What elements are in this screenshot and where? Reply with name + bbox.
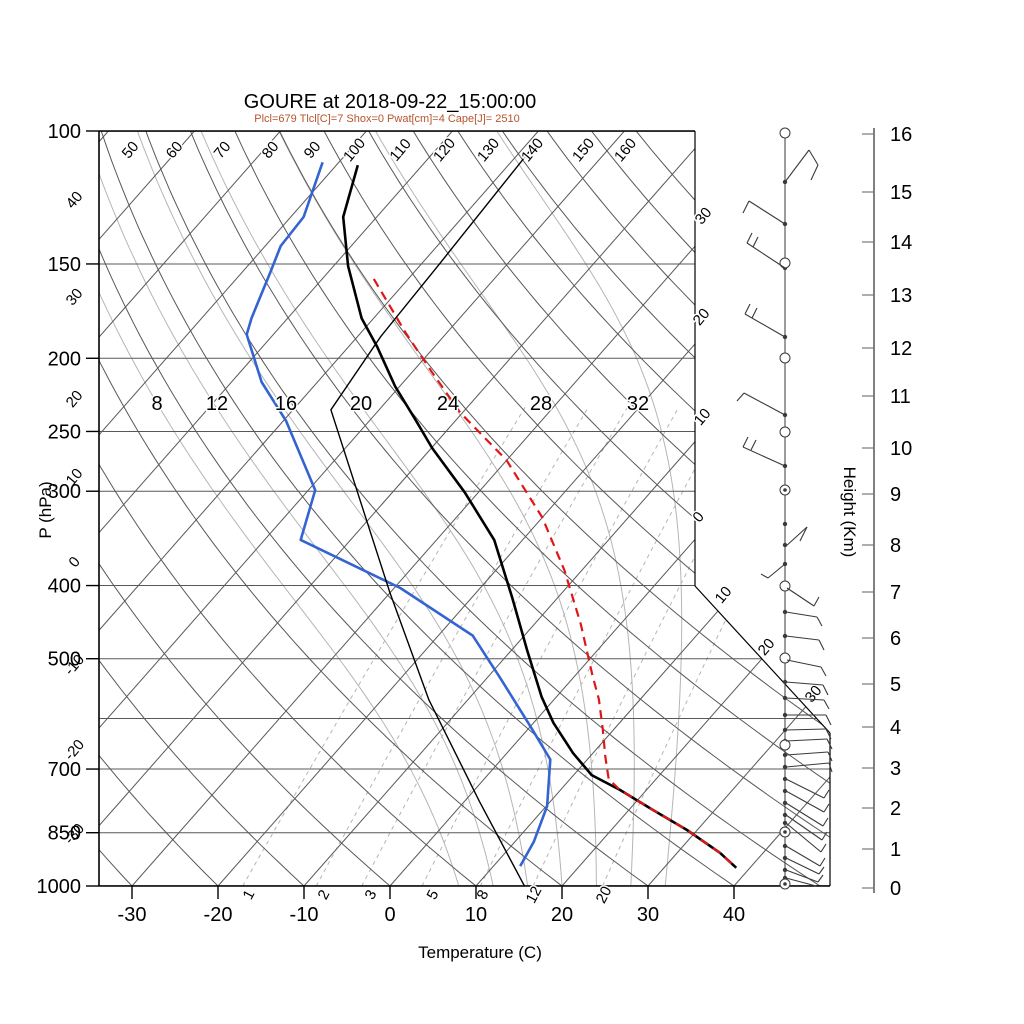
svg-text:2: 2 [890,798,901,820]
svg-text:1000: 1000 [37,876,82,898]
svg-text:60: 60 [163,138,187,162]
svg-text:40: 40 [63,188,87,212]
svg-text:110: 110 [386,135,414,164]
svg-text:20: 20 [63,387,87,411]
svg-text:24: 24 [437,393,459,415]
plot-area [99,131,830,886]
pressure-axis-title: P (hPa) [36,481,55,539]
svg-text:11: 11 [890,386,911,408]
svg-text:8: 8 [890,535,901,557]
svg-text:80: 80 [259,138,283,162]
svg-text:20: 20 [690,305,714,329]
mixing-ratio-labels: 1 2 3 5 8 12 20 [238,882,617,908]
moist-adiabat-labels: 8 12 16 20 24 28 32 [150,392,651,417]
svg-text:150: 150 [48,254,81,276]
svg-text:-30: -30 [118,904,147,926]
parcel-indices-text: Plcl=679 Tlcl[C]=7 Shox=0 Pwat[cm]=4 Cap… [254,113,520,125]
wind-barbs [736,149,833,887]
svg-text:30: 30 [637,904,659,926]
svg-text:14: 14 [890,232,912,254]
moist-adiabats [99,131,683,886]
svg-text:150: 150 [569,135,598,165]
svg-text:0: 0 [384,904,395,926]
svg-text:250: 250 [48,421,81,443]
svg-text:13: 13 [890,285,912,307]
svg-text:300: 300 [48,481,81,503]
svg-text:850: 850 [48,823,81,845]
svg-text:2: 2 [315,887,334,902]
svg-text:1: 1 [240,887,259,902]
svg-text:32: 32 [627,393,649,415]
temperature-axis: -30 -20 -10 0 10 20 30 40 [118,886,745,926]
parcel-curve [372,278,738,869]
svg-text:10: 10 [712,583,736,607]
svg-text:100: 100 [48,121,81,143]
dry-adiabats [99,131,830,886]
svg-text:500: 500 [48,649,81,671]
dewpoint-curve [245,161,552,867]
svg-text:16: 16 [890,124,912,146]
svg-text:20: 20 [551,904,573,926]
svg-text:6: 6 [890,628,901,650]
svg-text:0: 0 [689,508,707,525]
mixing-ratio-lines [242,406,830,886]
svg-text:10: 10 [691,405,715,429]
svg-text:10: 10 [465,904,487,926]
svg-text:15: 15 [890,182,912,204]
svg-text:3: 3 [362,887,381,902]
isotherm-grid [99,131,830,886]
svg-text:200: 200 [48,348,81,370]
temperature-axis-title: Temperature (C) [418,943,542,962]
svg-text:-20: -20 [204,904,233,926]
wind-barb-column [779,127,791,890]
svg-text:16: 16 [275,393,297,415]
wet-bulb-curve [330,146,534,886]
svg-text:-10: -10 [290,904,319,926]
height-axis-title: Height (Km) [840,466,859,558]
svg-text:28: 28 [530,393,552,415]
chart-title: GOURE at 2018-09-22_15:00:00 [243,91,537,113]
svg-text:20: 20 [350,393,372,415]
svg-text:7: 7 [890,582,901,604]
svg-text:9: 9 [890,484,901,506]
svg-text:90: 90 [301,138,325,162]
plot-frame [98,130,831,887]
svg-text:10: 10 [890,438,912,460]
svg-text:30: 30 [802,682,826,706]
svg-text:4: 4 [890,717,901,739]
temperature-curve [341,164,738,869]
svg-text:40: 40 [723,904,745,926]
svg-text:5: 5 [890,674,901,696]
svg-text:70: 70 [211,138,235,162]
svg-text:12: 12 [523,884,546,907]
svg-text:700: 700 [48,759,81,781]
svg-text:50: 50 [119,138,143,162]
svg-text:400: 400 [48,576,81,598]
svg-text:3: 3 [890,758,901,780]
svg-text:12: 12 [890,338,912,360]
svg-text:100: 100 [340,135,369,165]
svg-text:8: 8 [151,393,162,415]
svg-text:0: 0 [890,878,901,900]
svg-text:0: 0 [65,553,83,570]
svg-text:20: 20 [593,884,616,907]
svg-text:12: 12 [206,393,228,415]
svg-text:120: 120 [430,135,459,165]
svg-text:1: 1 [890,839,901,861]
svg-text:5: 5 [424,887,443,902]
svg-text:130: 130 [474,135,503,165]
svg-text:30: 30 [63,285,87,309]
